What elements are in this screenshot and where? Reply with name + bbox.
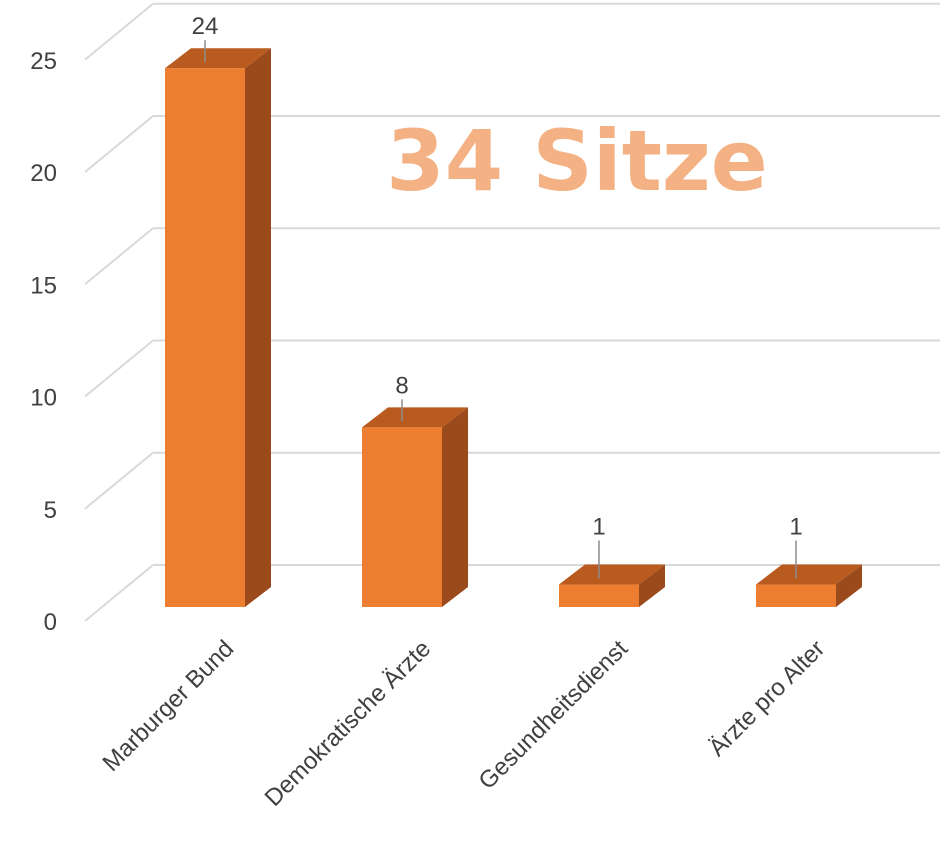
gridlines	[84, 2, 940, 622]
bar	[559, 564, 665, 607]
bar-top	[165, 48, 271, 69]
bar-side	[442, 407, 468, 607]
y-tick-label: 25	[30, 48, 57, 75]
gridline-diagonal	[84, 339, 154, 398]
y-tick-label: 15	[30, 272, 57, 299]
category-label: Gesundheitsdienst	[474, 635, 634, 795]
bar-side	[245, 48, 271, 607]
bar-side	[836, 564, 862, 607]
seat-total-annotation: 34 Sitze	[386, 112, 767, 210]
category-label: Demokratische Ärzte	[260, 635, 437, 812]
data-label: 24	[192, 13, 219, 40]
y-tick-label: 5	[44, 497, 57, 524]
bar-front	[362, 427, 442, 607]
bar	[756, 564, 862, 607]
y-tick-label: 10	[30, 385, 57, 412]
gridline-diagonal	[84, 2, 154, 61]
y-tick-label: 0	[44, 609, 57, 636]
bar	[362, 407, 468, 607]
bar-top	[362, 407, 468, 428]
bar-side	[639, 564, 665, 607]
bar-front	[559, 584, 639, 607]
gridline-diagonal	[84, 564, 154, 622]
data-labels: 24 8 1 1	[192, 13, 803, 579]
bars	[165, 48, 862, 607]
data-label: 1	[789, 514, 802, 541]
category-labels: Marburger Bund Demokratische Ärzte Gesundh…	[98, 635, 831, 812]
bar	[165, 48, 271, 607]
gridline-diagonal	[84, 451, 154, 510]
y-tick-label: 20	[30, 160, 57, 187]
bar-top	[559, 564, 665, 585]
bar-front	[165, 68, 245, 607]
y-axis-ticks: 0 5 10 15 20 25	[30, 48, 57, 636]
bar-top	[756, 564, 862, 585]
category-label: Marburger Bund	[98, 635, 240, 777]
bar-front	[756, 584, 836, 607]
gridline-diagonal	[84, 115, 154, 173]
gridline-diagonal	[84, 227, 154, 286]
data-label: 1	[592, 514, 605, 541]
data-label: 8	[395, 372, 408, 399]
category-label: Ärzte pro Alter	[704, 635, 831, 762]
